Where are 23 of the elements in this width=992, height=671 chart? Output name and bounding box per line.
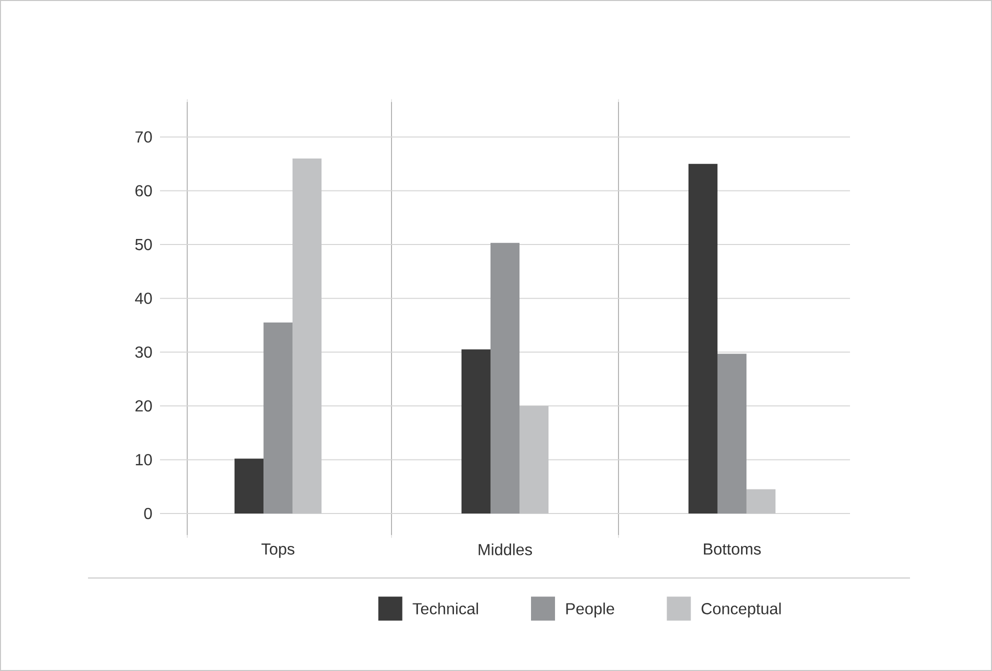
bar xyxy=(462,349,491,514)
bar xyxy=(264,322,293,514)
bar xyxy=(717,354,746,514)
x-tick-label: Middles xyxy=(478,544,532,556)
legend-label: Conceptual xyxy=(702,602,781,618)
y-tick-label: 50 xyxy=(135,238,152,250)
bar xyxy=(490,242,520,514)
bar xyxy=(746,489,776,514)
legend-label: People xyxy=(566,602,614,618)
x-tick-label: Tops xyxy=(261,544,294,558)
y-tick-label: 30 xyxy=(135,346,152,358)
y-tick-label: 70 xyxy=(136,131,152,143)
bar xyxy=(520,406,549,514)
legend-label: Technical xyxy=(412,602,478,614)
bar xyxy=(292,158,322,514)
x-tick-label: Bottoms xyxy=(704,544,761,555)
bar xyxy=(234,458,264,514)
y-tick-label: 10 xyxy=(136,454,152,466)
y-tick-label: 60 xyxy=(135,185,152,196)
y-tick-label: 0 xyxy=(144,508,152,520)
y-tick-label: 40 xyxy=(135,292,152,304)
bar xyxy=(688,164,718,514)
y-tick-label: 20 xyxy=(135,400,152,412)
